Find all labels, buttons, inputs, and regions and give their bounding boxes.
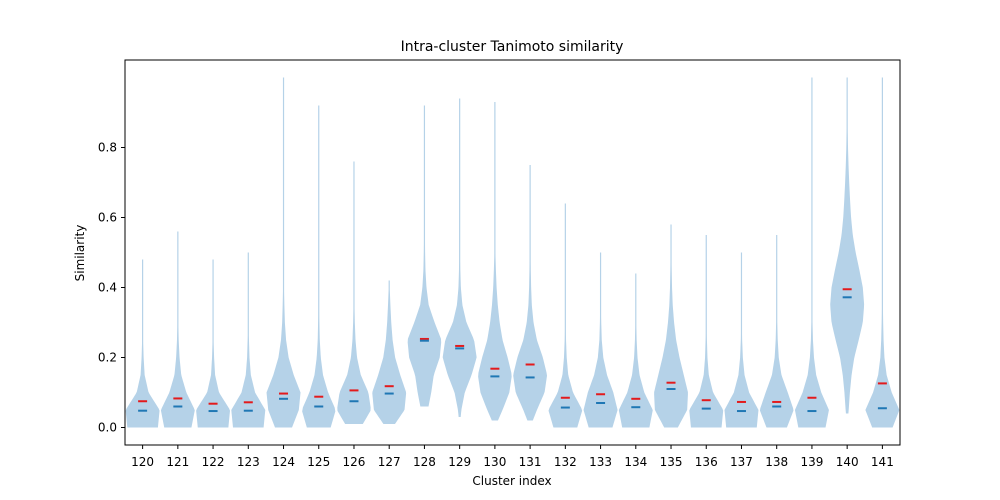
violin-129 — [442, 98, 477, 417]
violin-140 — [830, 77, 865, 414]
violin-122 — [196, 259, 230, 428]
x-tick-label-141: 141 — [871, 455, 894, 469]
y-axis: 0.0 0.2 0.4 0.6 0.8 — [98, 141, 125, 435]
violin-132 — [548, 203, 583, 428]
x-axis-label: Cluster index — [472, 474, 551, 488]
violin-137 — [724, 252, 759, 428]
x-tick-label-127: 127 — [378, 455, 401, 469]
violin-134 — [618, 273, 653, 428]
x-tick-label-126: 126 — [343, 455, 366, 469]
x-tick-label-121: 121 — [166, 455, 189, 469]
x-tick-label-134: 134 — [624, 455, 647, 469]
x-tick-label-125: 125 — [307, 455, 330, 469]
violin-141 — [865, 77, 900, 428]
x-tick-label-133: 133 — [589, 455, 612, 469]
violin-123 — [231, 252, 266, 428]
violin-127 — [372, 280, 407, 424]
violin-133 — [583, 252, 618, 428]
y-tick-label: 0.0 — [98, 421, 117, 435]
violin-136 — [689, 235, 724, 428]
y-tick-label: 0.6 — [98, 211, 117, 225]
chart-title: Intra-cluster Tanimoto similarity — [401, 39, 624, 55]
x-axis: 120 121 122 123 124 125 126 127 128 129 130 131 132 1… — [131, 445, 894, 469]
x-tick-label-128: 128 — [413, 455, 436, 469]
violin-130 — [478, 102, 512, 421]
x-tick-label-120: 120 — [131, 455, 154, 469]
y-tick-label: 0.4 — [98, 281, 117, 295]
violin-124 — [266, 77, 301, 428]
violin-125 — [302, 105, 336, 428]
x-tick-label-123: 123 — [237, 455, 260, 469]
x-tick-label-132: 132 — [554, 455, 577, 469]
violin-131 — [513, 165, 547, 421]
x-tick-label-138: 138 — [765, 455, 788, 469]
x-tick-label-124: 124 — [272, 455, 295, 469]
x-tick-label-135: 135 — [660, 455, 683, 469]
y-tick-label: 0.2 — [98, 351, 117, 365]
x-tick-label-137: 137 — [730, 455, 753, 469]
violin-135 — [654, 224, 688, 428]
x-tick-label-130: 130 — [483, 455, 506, 469]
x-tick-label-140: 140 — [836, 455, 859, 469]
x-tick-label-122: 122 — [202, 455, 225, 469]
x-tick-label-139: 139 — [800, 455, 823, 469]
violin-139 — [794, 77, 829, 428]
y-axis-label: Similarity — [73, 225, 87, 282]
x-tick-label-131: 131 — [519, 455, 542, 469]
y-tick-label: 0.8 — [98, 141, 117, 155]
violin-126 — [337, 161, 371, 424]
mean-marker-group — [138, 288, 887, 405]
violin-128 — [407, 105, 442, 407]
x-tick-label-136: 136 — [695, 455, 718, 469]
violin-121 — [160, 231, 195, 428]
violin-120 — [125, 259, 160, 428]
plot-frame — [124, 59, 901, 446]
violin-138 — [759, 235, 794, 428]
violin-group — [125, 77, 900, 428]
median-marker-group — [138, 296, 887, 413]
x-tick-label-129: 129 — [448, 455, 471, 469]
